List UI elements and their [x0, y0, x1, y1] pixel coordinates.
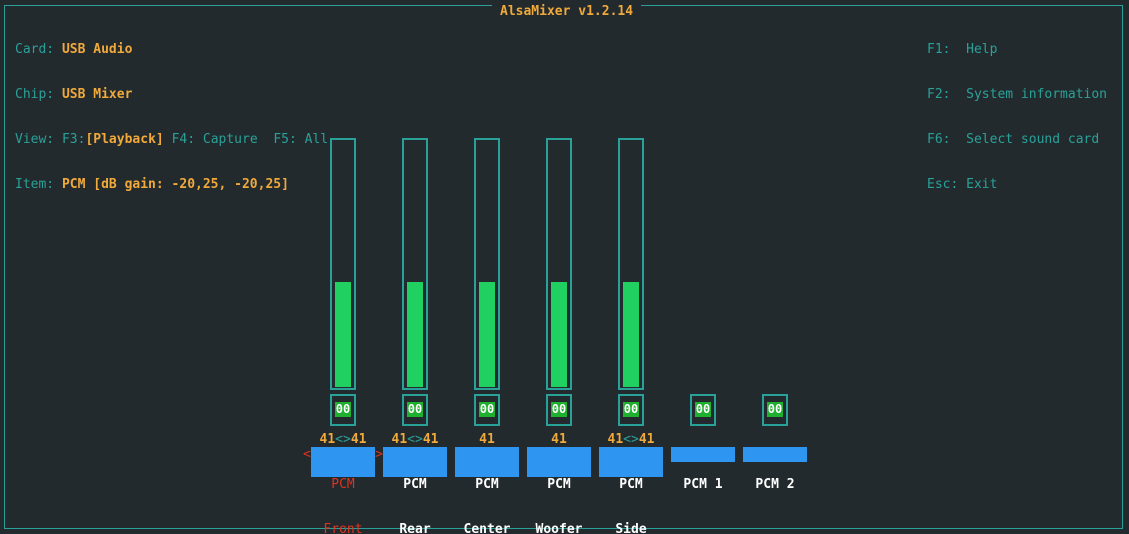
- mute-indicator-side[interactable]: 00: [623, 402, 639, 417]
- volume-fill-center: [479, 282, 495, 387]
- mute-indicator-rear[interactable]: 00: [407, 402, 423, 417]
- mute-indicator-pcm2[interactable]: 00: [767, 402, 783, 417]
- help-esc[interactable]: Esc: Exit: [927, 177, 998, 192]
- card-row: Card: USB Audio: [15, 42, 133, 57]
- view-capture[interactable]: F4: Capture: [171, 132, 258, 147]
- volume-bar-rear[interactable]: [402, 138, 428, 390]
- mixer-frame: AlsaMixer v1.2.14: [4, 4, 1123, 529]
- chip-name: USB Mixer: [61, 87, 133, 102]
- volume-fill-side: [623, 282, 639, 387]
- view-playback[interactable]: [Playback]: [85, 132, 164, 147]
- item-row: Item: PCM [dB gain: -20,25, -20,25]: [15, 177, 289, 192]
- chip-row: Chip: USB Mixer: [15, 87, 133, 102]
- mute-box-front[interactable]: 00: [330, 394, 356, 426]
- help-keys: F1: Help F2: System information F6: Sele…: [927, 12, 1107, 222]
- selection-left-marker: <: [303, 447, 311, 462]
- mute-box-woofer[interactable]: 00: [546, 394, 572, 426]
- mute-box-pcm2[interactable]: 00: [762, 394, 788, 426]
- channel-label-side[interactable]: PCM Side: [599, 447, 663, 534]
- mute-indicator-center[interactable]: 00: [479, 402, 495, 417]
- mute-indicator-front[interactable]: 00: [335, 402, 351, 417]
- card-name: USB Audio: [61, 42, 133, 57]
- mute-indicator-woofer[interactable]: 00: [551, 402, 567, 417]
- volume-fill-rear: [407, 282, 423, 387]
- device-info: Card: USB Audio Chip: USB Mixer View: F3…: [15, 12, 328, 222]
- volume-fill-front: [335, 282, 351, 387]
- volume-fill-woofer: [551, 282, 567, 387]
- volume-bar-center[interactable]: [474, 138, 500, 390]
- level-readout-center: 41: [479, 432, 495, 447]
- channel-label-center[interactable]: PCM Center: [455, 447, 519, 534]
- mute-box-side[interactable]: 00: [618, 394, 644, 426]
- mute-indicator-pcm1[interactable]: 00: [695, 402, 711, 417]
- selection-right-marker: >: [375, 447, 383, 462]
- help-f1[interactable]: F1: Help: [927, 42, 998, 57]
- level-readout-woofer: 41: [551, 432, 567, 447]
- level-readout-side: 41<>41: [607, 432, 655, 447]
- level-readout-front: 41<>41: [319, 432, 367, 447]
- channel-label-woofer[interactable]: PCM Woofer: [527, 447, 591, 534]
- item-value: PCM [dB gain: -20,25, -20,25]: [61, 177, 289, 192]
- volume-bar-woofer[interactable]: [546, 138, 572, 390]
- help-f6[interactable]: F6: Select sound card: [927, 132, 1100, 147]
- channel-label-rear[interactable]: PCM Rear: [383, 447, 447, 534]
- view-row: View: F3:[Playback] F4: Capture F5: All: [15, 132, 329, 147]
- volume-bar-front[interactable]: [330, 138, 356, 390]
- mute-box-center[interactable]: 00: [474, 394, 500, 426]
- view-all[interactable]: F5: All: [273, 132, 329, 147]
- channel-label-front[interactable]: PCM Front: [311, 447, 375, 534]
- channel-label-pcm1[interactable]: PCM 1: [671, 447, 735, 492]
- channel-label-pcm2[interactable]: PCM 2: [743, 447, 807, 492]
- app-title: AlsaMixer v1.2.14: [492, 4, 642, 19]
- help-f2[interactable]: F2: System information: [927, 87, 1108, 102]
- mute-box-pcm1[interactable]: 00: [690, 394, 716, 426]
- mute-box-rear[interactable]: 00: [402, 394, 428, 426]
- volume-bar-side[interactable]: [618, 138, 644, 390]
- level-readout-rear: 41<>41: [391, 432, 439, 447]
